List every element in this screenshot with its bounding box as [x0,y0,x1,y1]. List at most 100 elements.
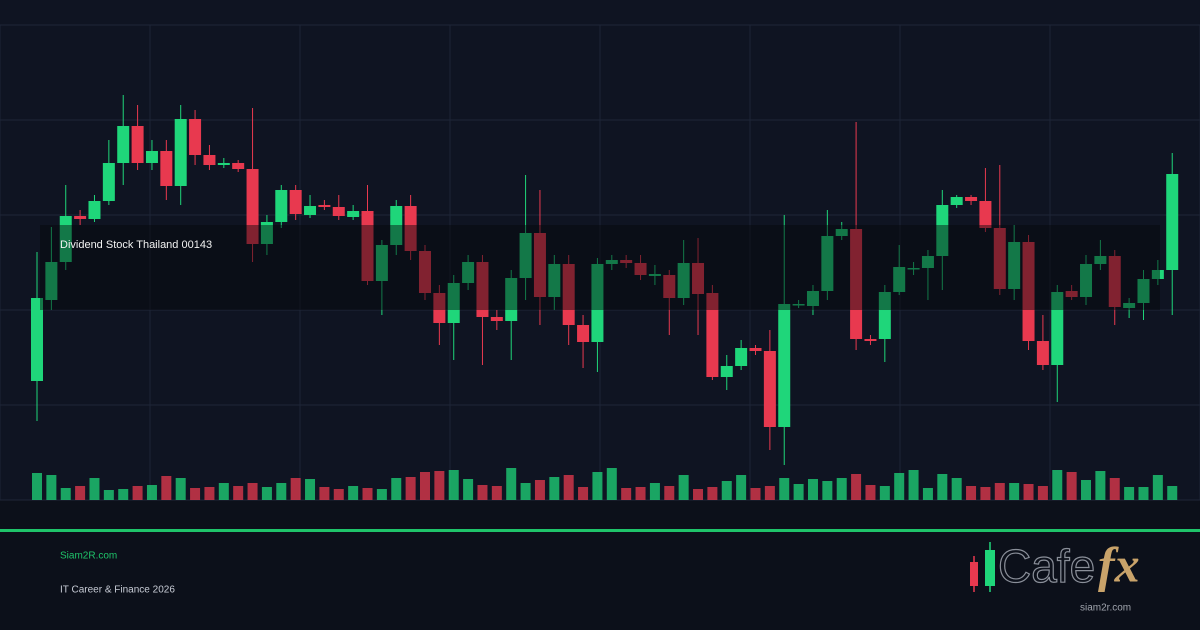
candle-body [490,317,503,321]
candle-body [878,292,891,339]
candle-body [979,201,992,228]
volume-bar [1152,475,1163,500]
volume-bar [635,487,646,500]
candle-body [648,274,661,276]
volume-bar [922,488,933,500]
candle-body [375,245,388,281]
volume-bar [348,486,359,500]
candle-body [1036,341,1049,365]
volume-bar [1052,470,1063,500]
candle-body [174,119,187,186]
volume-bar [779,478,790,500]
candle-body [31,298,43,381]
volume-bar [218,483,229,500]
volume-bar [290,478,301,500]
volume-bar [1138,487,1149,500]
candle-body [59,216,72,262]
volume-bar [434,471,445,500]
volume-bar [707,487,718,500]
volume-bar [405,477,416,500]
volume-bar [649,483,660,500]
candle-body [433,293,446,323]
candle-body [591,264,604,342]
volume-bar [305,479,316,500]
logo-accent: fx [1098,536,1140,592]
volume-bar [233,486,244,500]
volume-bar [103,490,114,500]
volume-bar [606,468,617,500]
volume-bar [678,475,689,500]
candle-body [620,260,633,263]
volume-bar [994,483,1005,500]
candle-body [275,190,288,222]
volume-bar [362,488,373,500]
volume-bar [736,475,747,500]
volume-bar [1081,480,1092,500]
candle-body [332,207,345,216]
candle-body [1151,270,1164,279]
candle-body [246,169,259,244]
candle-body [577,325,590,342]
volume-bar [793,484,804,500]
candle-body [160,151,173,186]
volume-bar [75,486,86,500]
logo-main: Cafe [998,540,1095,592]
candle-body [921,256,934,268]
volume-bar [908,470,919,500]
candle-body [950,197,963,205]
volume-bar [175,478,186,500]
footer-tagline: IT Career & Finance 2026 [60,585,175,596]
volume-bar [448,470,459,500]
logo-icon [970,562,978,586]
candle-body [304,206,317,215]
volume-bar [46,475,57,500]
candle-body [74,216,87,219]
candle-body [864,339,877,341]
volume-bar [1066,472,1077,500]
candle-body [605,260,618,264]
volume-bar [693,489,704,500]
volume-bar [578,487,589,500]
candle-body [88,201,101,219]
candle-body [1008,242,1021,289]
volume-bar [161,476,172,500]
volume-bar [980,487,991,500]
candle-body [1022,242,1035,341]
candle-body [131,126,144,163]
candle-body [792,304,805,306]
candle-body [1080,264,1093,297]
candle-body [936,205,949,256]
volume-bar [534,480,545,500]
volume-bar [376,489,387,500]
volume-bar [549,477,560,500]
volume-bar [118,489,129,500]
volume-bar [937,474,948,500]
candle-body [1166,174,1179,270]
volume-bar [1023,484,1034,500]
candle-body [533,233,546,297]
candle-body [965,197,978,201]
volume-bar [491,486,502,500]
volume-bar [764,486,775,500]
volume-bar [276,483,287,500]
volume-bar [807,479,818,500]
volume-bar [951,478,962,500]
volume-bar [966,486,977,500]
plot [31,95,1179,500]
volume-bar [851,474,862,500]
volume-bar [1009,483,1020,500]
logo: Cafe fx siam2r.com [970,536,1140,614]
candle-body [993,228,1006,289]
candle-body [1137,279,1150,303]
candle-body [505,278,518,321]
candle-body [692,263,705,294]
volume-bar [750,488,761,500]
volume-bar [1167,486,1178,500]
volume-bar [132,486,143,500]
divider [0,529,1200,532]
candle-body [1051,292,1064,365]
volume-bar [1095,471,1106,500]
volume-bar [261,487,272,500]
volume-bar [865,485,876,500]
